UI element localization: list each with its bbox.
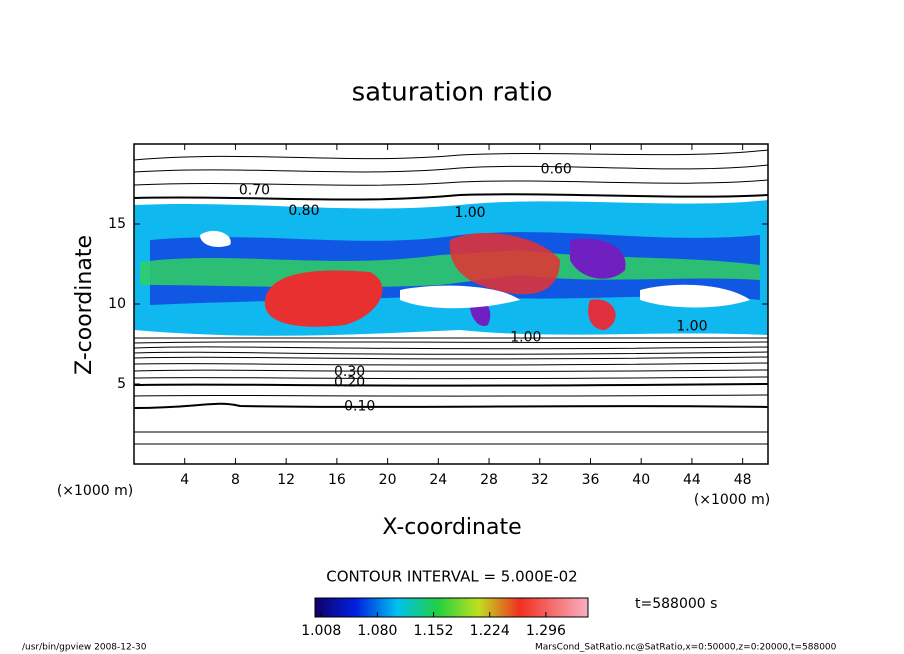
x-axis-label: X-coordinate: [382, 515, 521, 540]
colorbar-tick-label: 1.296: [526, 623, 566, 639]
contour-label: 0.10: [344, 398, 375, 414]
contour-label: 0.60: [541, 162, 572, 178]
contour-label: 1.00: [510, 330, 541, 346]
x-tick-label: 36: [582, 472, 600, 488]
x-tick-label: 44: [683, 472, 701, 488]
colorbar-tick-label: 1.080: [357, 623, 397, 639]
x-tick-label: 20: [379, 472, 397, 488]
contour-interval: CONTOUR INTERVAL = 5.000E-02: [326, 568, 577, 586]
x-tick-label: 24: [429, 472, 447, 488]
x-tick-label: 32: [531, 472, 549, 488]
x-tick-label: 28: [480, 472, 498, 488]
footer-right: MarsCond_SatRatio.nc@SatRatio,x=0:50000,…: [535, 643, 837, 653]
y-tick-label: 5: [117, 376, 126, 392]
x-unit-label: (×1000 m): [57, 483, 133, 499]
x-tick-label: 8: [231, 472, 240, 488]
y-tick-label: 10: [108, 296, 126, 312]
contour-label: 0.80: [288, 203, 319, 219]
x-tick-label: 4: [180, 472, 189, 488]
colorbar-tick-label: 1.008: [301, 623, 341, 639]
colorbar: [314, 597, 589, 618]
x-tick-label: 48: [734, 472, 752, 488]
x-tick-label: 40: [632, 472, 650, 488]
colorbar-tick-label: 1.152: [414, 623, 454, 639]
y-axis-label: Z-coordinate: [72, 235, 97, 375]
x-tick-label: 12: [277, 472, 295, 488]
x-unit-label: (×1000 m): [694, 492, 770, 508]
field: [134, 149, 768, 446]
colorbar-tick-label: 1.224: [470, 623, 510, 639]
footer-left: /usr/bin/gpview 2008-12-30: [22, 643, 147, 653]
chart-title: saturation ratio: [352, 78, 553, 108]
contour-label: 0.30: [334, 364, 365, 380]
contour-label: 1.00: [454, 205, 485, 221]
contour-label: 0.20: [334, 374, 365, 390]
y-tick-label: 15: [108, 216, 126, 232]
x-tick-label: 16: [328, 472, 346, 488]
time-label: t=588000 s: [635, 596, 717, 612]
contour-label: 1.00: [676, 318, 707, 334]
contour-label: 0.70: [239, 182, 270, 198]
